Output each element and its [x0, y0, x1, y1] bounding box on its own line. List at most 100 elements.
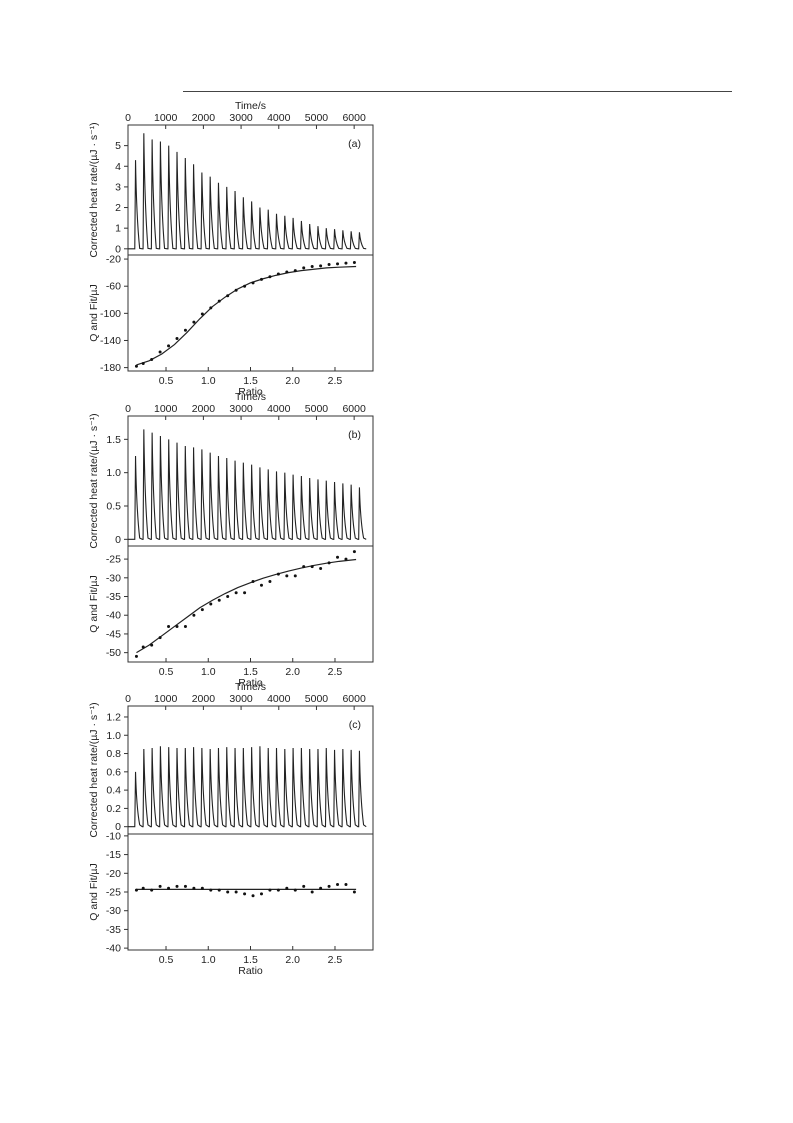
top-x-axis-title: Time/s: [235, 391, 266, 403]
bottom-x-axis-title: Ratio: [238, 965, 263, 977]
header-rule: [183, 91, 732, 92]
top-y-tick-label: 0: [115, 243, 121, 255]
top-x-tick-label: 2000: [192, 403, 216, 415]
top-x-tick-label: 1000: [154, 403, 178, 415]
bottom-x-tick-label: 0.5: [159, 375, 174, 387]
top-x-tick-label: 4000: [267, 403, 291, 415]
top-y-tick-label: 0: [115, 821, 121, 833]
q-data-point: [158, 884, 162, 888]
q-data-point: [141, 645, 145, 649]
bottom-x-tick-label: 1.0: [201, 666, 216, 678]
bottom-plot-frame: [127, 833, 374, 951]
bottom-y-axis-title: Q and Fit/µJ: [88, 575, 100, 632]
top-x-tick-label: 5000: [305, 112, 329, 124]
q-data-point: [134, 888, 138, 892]
panel-a: 0 1000 2000 3000 4000 5000 6000 Time/s 0 1 2 3 4 5 (a)…: [88, 100, 374, 398]
q-data-point: [150, 643, 154, 647]
q-data-point: [183, 884, 187, 888]
q-data-point: [192, 320, 196, 324]
bottom-x-tick-label: 2.0: [285, 666, 300, 678]
q-data-point: [243, 892, 247, 896]
q-data-point: [183, 328, 187, 332]
bottom-x-tick-label: 1.5: [243, 375, 258, 387]
q-data-point: [192, 613, 196, 617]
q-data-point: [141, 362, 145, 366]
top-x-tick-label: 3000: [229, 693, 253, 705]
q-data-point: [200, 886, 204, 890]
fit-curve: [136, 558, 357, 654]
top-x-tick-label: 2000: [192, 693, 216, 705]
q-data-point: [175, 884, 179, 888]
q-data-point: [327, 262, 331, 266]
q-data-point: [276, 888, 280, 892]
q-data-point: [259, 583, 263, 587]
q-data-point: [243, 284, 247, 288]
panel-b: 0 1000 2000 3000 4000 5000 6000 Time/s 0 0.5 1.0 1.…: [88, 391, 374, 689]
top-y-tick-label: 2: [115, 202, 121, 214]
q-data-point: [276, 272, 280, 276]
q-data-point: [175, 624, 179, 628]
q-data-point: [352, 550, 356, 554]
q-data-point: [226, 294, 230, 298]
q-data-point: [310, 565, 314, 569]
q-data-point: [217, 888, 221, 892]
bottom-y-tick-label: -35: [106, 924, 121, 936]
top-x-axis-title: Time/s: [235, 681, 266, 693]
q-data-point: [226, 890, 230, 894]
q-data-point: [310, 890, 314, 894]
top-y-tick-label: 0: [115, 534, 121, 546]
q-data-point: [268, 275, 272, 279]
q-data-point: [319, 264, 323, 268]
q-data-point: [336, 883, 340, 887]
q-data-point: [175, 336, 179, 340]
q-data-point: [276, 572, 280, 576]
top-y-tick-label: 1.5: [106, 434, 121, 446]
top-y-tick-label: 3: [115, 181, 121, 193]
q-data-point: [226, 595, 230, 599]
q-data-point: [217, 299, 221, 303]
q-data-point: [251, 894, 255, 898]
top-plot-frame: [127, 124, 374, 256]
q-data-point: [200, 312, 204, 316]
top-x-tick-label: 2000: [192, 112, 216, 124]
top-y-tick-label: 5: [115, 140, 121, 152]
q-data-point: [234, 890, 238, 894]
q-data-point: [167, 344, 171, 348]
top-x-axis-title: Time/s: [235, 100, 266, 112]
bottom-plot-frame: [127, 254, 374, 372]
bottom-x-tick-label: 2.5: [328, 375, 343, 387]
heat-rate-trace: [128, 746, 367, 828]
q-data-point: [310, 265, 314, 269]
bottom-x-tick-label: 2.5: [328, 954, 343, 966]
q-data-point: [158, 636, 162, 640]
top-x-tick-label: 0: [125, 112, 131, 124]
panel-label: (a): [348, 138, 361, 150]
bottom-x-axis-title: Ratio: [238, 677, 263, 689]
bottom-y-tick-label: -20: [106, 254, 121, 266]
top-x-tick-label: 0: [125, 403, 131, 415]
q-data-point: [158, 350, 162, 354]
bottom-y-tick-label: -35: [106, 591, 121, 603]
q-data-point: [259, 277, 263, 281]
top-x-tick-label: 4000: [267, 112, 291, 124]
bottom-y-tick-label: -15: [106, 849, 121, 861]
q-data-point: [319, 886, 323, 890]
top-y-tick-label: 0.6: [106, 766, 121, 778]
top-y-tick-label: 0.2: [106, 803, 121, 815]
panel-label: (b): [348, 429, 361, 441]
q-data-point: [293, 269, 297, 273]
q-data-point: [209, 888, 213, 892]
top-x-tick-label: 5000: [305, 403, 329, 415]
q-data-point: [268, 580, 272, 584]
panel-c: 0 1000 2000 3000 4000 5000 6000 Time/s 0 0.2 0.4 0.…: [88, 681, 374, 977]
q-data-point: [344, 557, 348, 561]
q-data-point: [352, 890, 356, 894]
top-y-tick-label: 0.4: [106, 785, 121, 797]
bottom-y-tick-label: -50: [106, 647, 121, 659]
bottom-x-tick-label: 2.5: [328, 666, 343, 678]
bottom-x-tick-label: 1.0: [201, 375, 216, 387]
q-data-point: [285, 886, 289, 890]
bottom-y-tick-label: -40: [106, 610, 121, 622]
q-data-point: [200, 608, 204, 612]
